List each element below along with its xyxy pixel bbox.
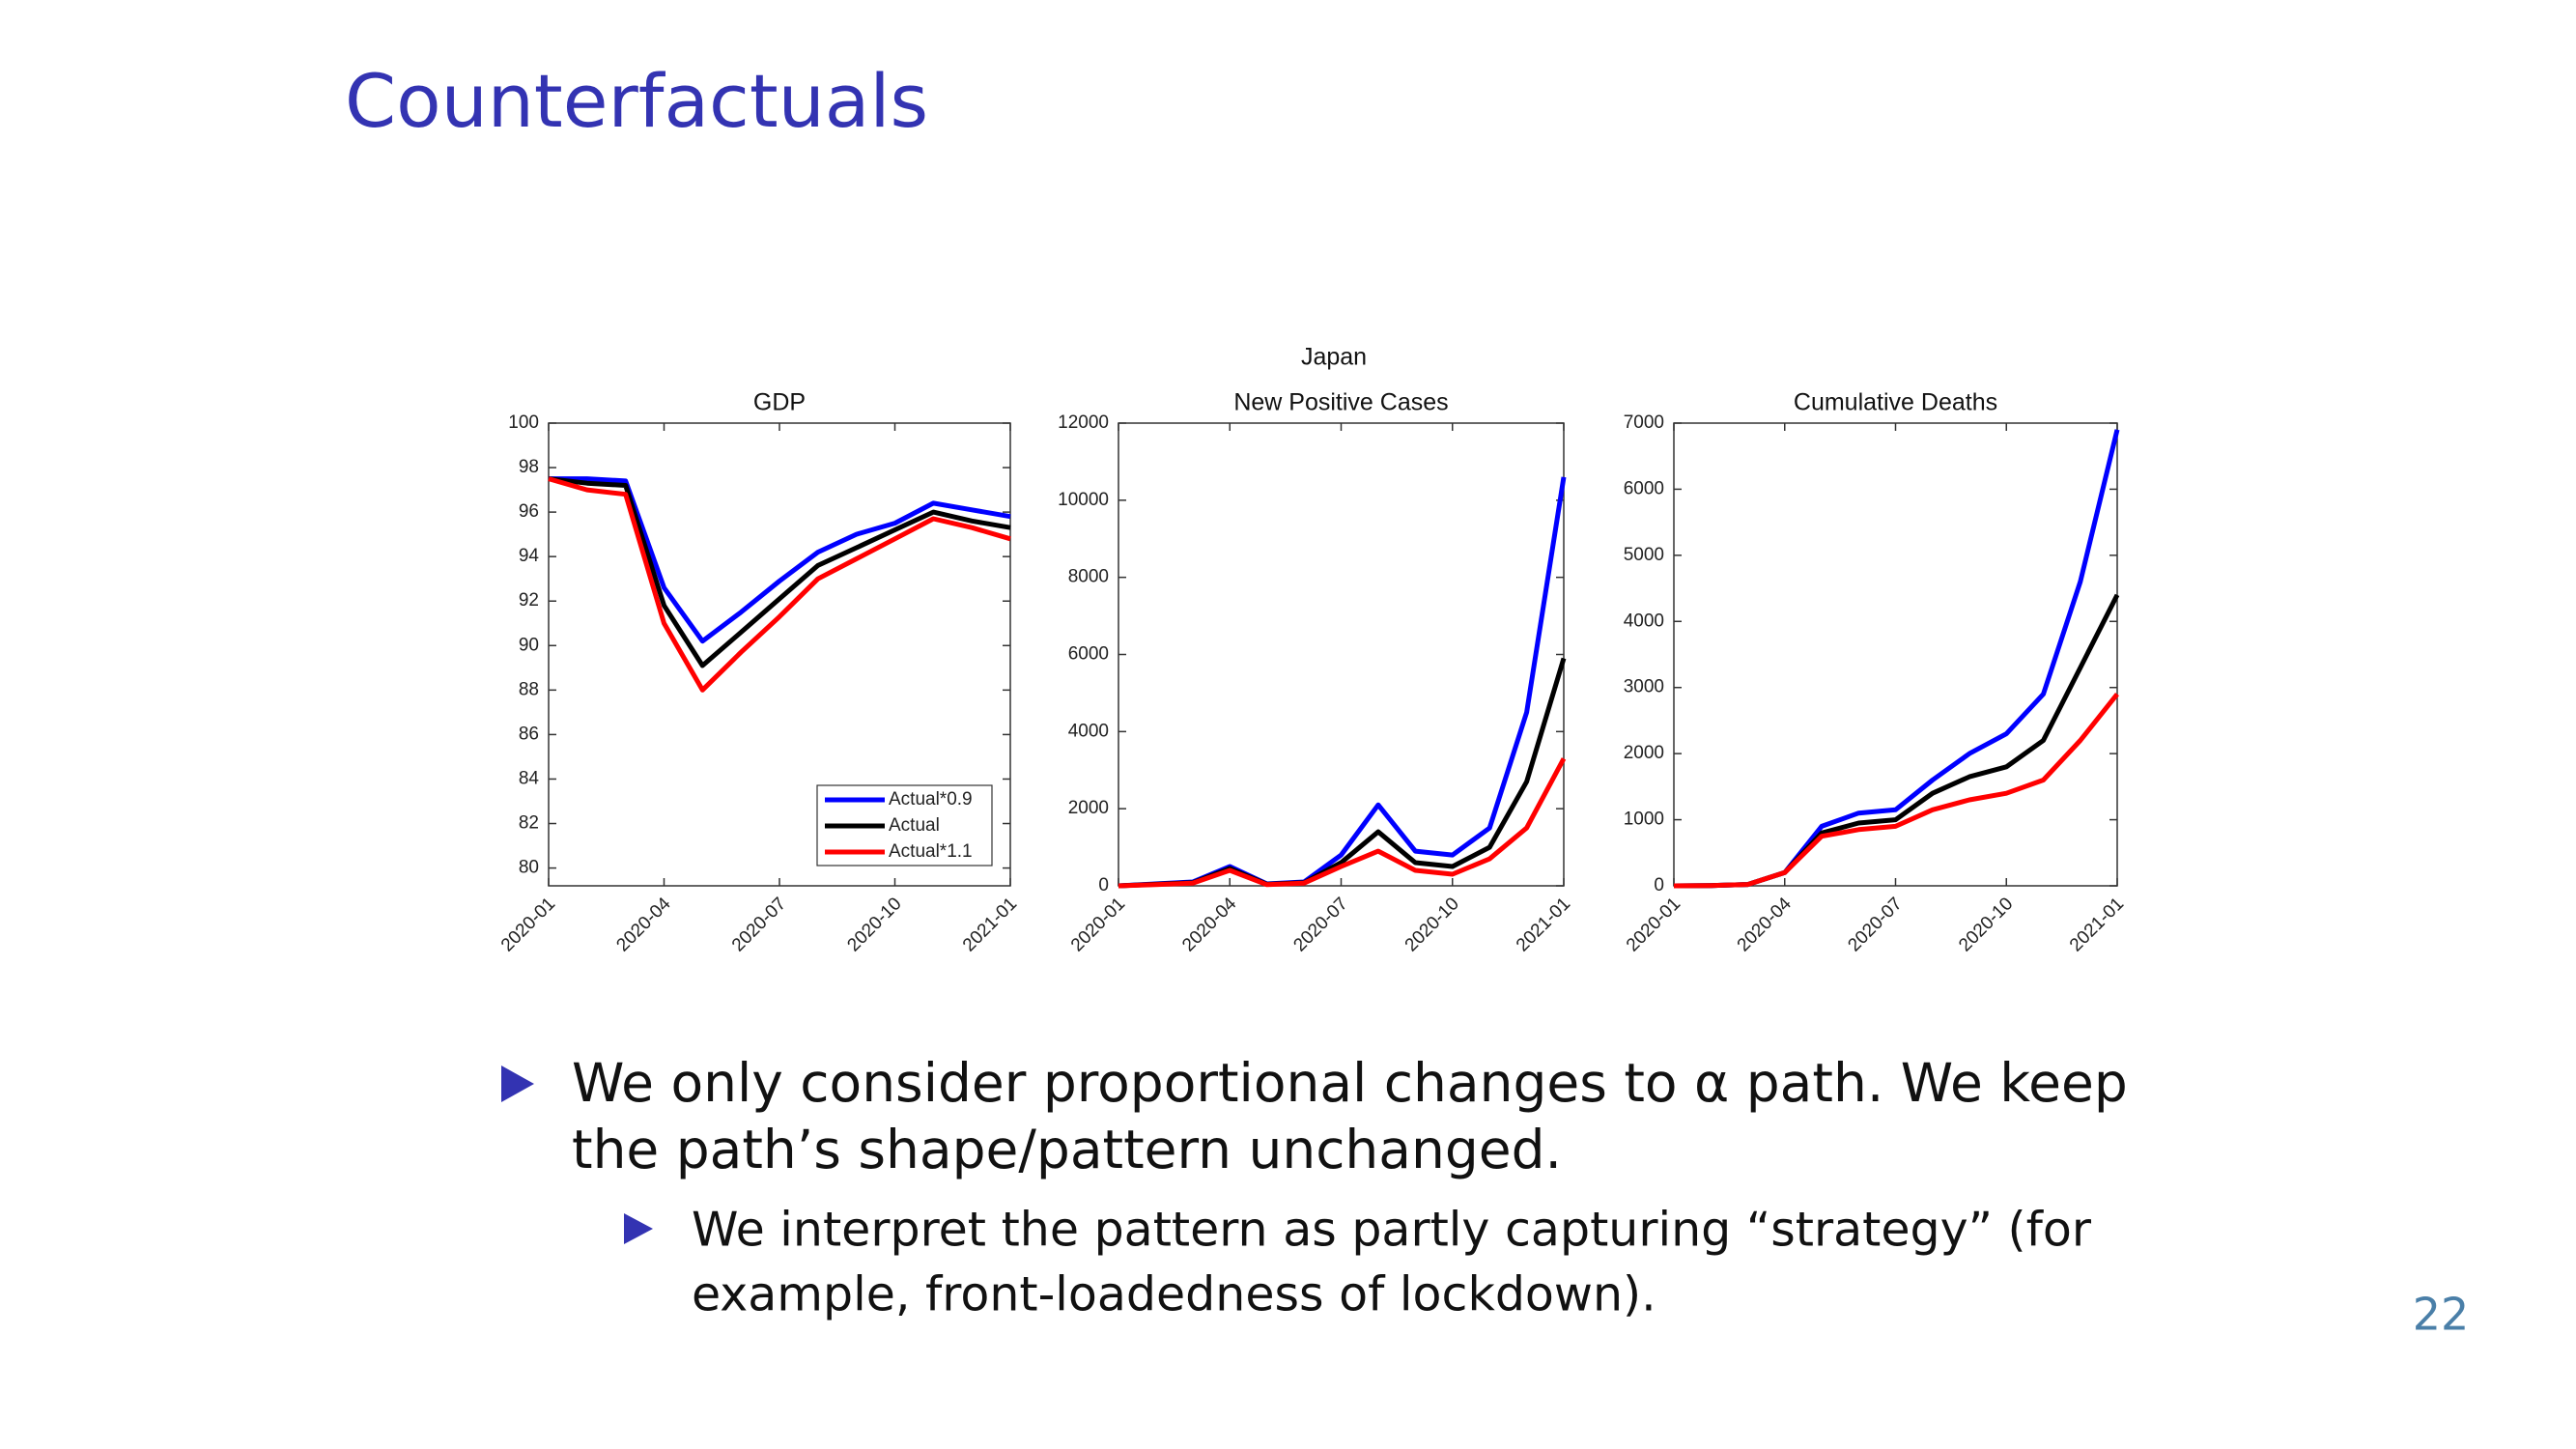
y-tick-label: 82 (519, 813, 539, 834)
series-line (1118, 757, 1567, 889)
x-tick-label: 2020-04 (1734, 894, 1796, 955)
y-tick-label: 8000 (1068, 567, 1109, 587)
plot-area (1118, 422, 1565, 887)
y-tick-label: 90 (519, 635, 539, 655)
y-tick-label: 5000 (1624, 545, 1664, 565)
sub-bullet-marker (624, 1213, 653, 1244)
x-tick-label: 2020-07 (1844, 894, 1906, 955)
bullet-text: We only consider proportional changes to… (572, 1052, 2128, 1114)
y-tick-label: 2000 (1624, 743, 1664, 763)
series-line (549, 476, 1011, 644)
x-tick-label: 2020-04 (612, 894, 674, 955)
y-tick-label: 94 (519, 546, 540, 566)
x-tick-label: 2021-01 (1513, 894, 1574, 955)
y-tick-label: 80 (519, 858, 539, 878)
y-tick-label: 2000 (1068, 798, 1109, 818)
y-tick-label: 100 (508, 412, 539, 433)
x-tick-label: 2020-07 (1289, 894, 1351, 955)
y-tick-label: 4000 (1068, 721, 1109, 741)
sub-bullet-text: example, front-loadedness of lockdown). (692, 1267, 1656, 1322)
y-tick-label: 7000 (1624, 412, 1664, 433)
series-line (548, 476, 1011, 693)
x-tick-label: 2020-10 (1401, 894, 1463, 955)
x-tick-label: 2020-04 (1178, 894, 1240, 955)
sub-bullet-text: We interpret the pattern as partly captu… (692, 1203, 2092, 1258)
legend-label: Actual*1.1 (889, 841, 973, 862)
plot-area (1673, 422, 2118, 887)
y-tick-label: 98 (519, 457, 539, 477)
x-tick-label: 2020-10 (1955, 894, 2017, 955)
x-tick-label: 2021-01 (959, 894, 1021, 955)
legend-label: Actual*0.9 (889, 789, 973, 810)
y-tick-label: 92 (519, 590, 539, 611)
x-tick-label: 2021-01 (2066, 894, 2128, 955)
y-tick-label: 0 (1654, 875, 1664, 895)
x-tick-label: 2020-07 (728, 894, 790, 955)
y-tick-label: 84 (519, 768, 540, 788)
chart-title: GDP (753, 389, 806, 416)
legend-label: Actual (889, 815, 940, 836)
y-tick-label: 1000 (1624, 810, 1664, 830)
y-tick-label: 86 (519, 724, 539, 744)
y-tick-label: 4000 (1624, 611, 1664, 631)
bullet-marker (501, 1065, 534, 1102)
y-tick-label: 6000 (1624, 478, 1664, 498)
slide-title: Counterfactuals (345, 58, 928, 144)
y-tick-label: 96 (519, 501, 539, 522)
x-tick-label: 2020-01 (497, 894, 559, 955)
figure-title: Japan (1301, 344, 1367, 371)
x-tick-label: 2020-01 (1067, 894, 1129, 955)
y-tick-label: 12000 (1058, 412, 1109, 433)
y-tick-label: 0 (1098, 875, 1109, 895)
bullet-text: the path’s shape/pattern unchanged. (572, 1119, 1562, 1180)
page-number: 22 (2413, 1289, 2470, 1341)
x-tick-label: 2020-10 (843, 894, 905, 955)
y-tick-label: 10000 (1058, 490, 1109, 510)
chart-title: New Positive Cases (1233, 389, 1448, 416)
chart-title: Cumulative Deaths (1794, 389, 1997, 416)
series-line (1673, 693, 2119, 889)
y-tick-label: 3000 (1624, 677, 1664, 697)
y-tick-label: 6000 (1068, 644, 1109, 665)
y-tick-label: 88 (519, 679, 539, 699)
x-tick-label: 2020-01 (1623, 894, 1684, 955)
series-line (548, 476, 1011, 668)
